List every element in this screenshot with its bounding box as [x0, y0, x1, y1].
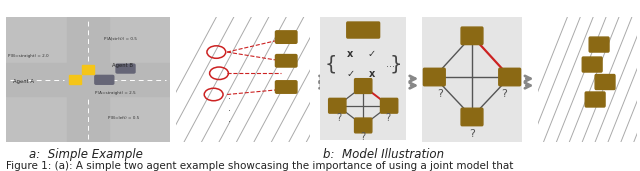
Bar [6, 63, 170, 96]
Bar [109, 96, 170, 142]
FancyBboxPatch shape [499, 68, 520, 86]
Text: P(A=straight) = 2.5: P(A=straight) = 2.5 [95, 91, 135, 95]
Text: ?: ? [360, 131, 366, 142]
FancyBboxPatch shape [461, 27, 483, 45]
FancyBboxPatch shape [347, 22, 380, 38]
Text: {: { [324, 54, 337, 73]
Text: ?: ? [437, 89, 443, 100]
Bar [6, 17, 67, 63]
Text: }: } [390, 54, 403, 73]
Text: ✓: ✓ [346, 69, 355, 79]
Text: x: x [347, 49, 353, 59]
FancyBboxPatch shape [585, 92, 605, 107]
Text: ...: ... [387, 59, 396, 69]
FancyBboxPatch shape [461, 108, 483, 126]
Text: ?: ? [469, 129, 475, 139]
Text: Figure 1: (a): A simple two agent example showcasing the importance of using a j: Figure 1: (a): A simple two agent exampl… [6, 161, 514, 171]
Text: ✓: ✓ [368, 49, 376, 59]
FancyBboxPatch shape [275, 55, 297, 67]
Text: a:  Simple Example: a: Simple Example [29, 148, 143, 161]
FancyBboxPatch shape [582, 57, 602, 72]
FancyBboxPatch shape [319, 15, 407, 143]
Text: P(A|str(t)) = 0.5: P(A|str(t)) = 0.5 [104, 37, 137, 41]
FancyBboxPatch shape [355, 79, 372, 93]
FancyBboxPatch shape [424, 68, 445, 86]
FancyBboxPatch shape [420, 15, 524, 144]
Text: P(B=straight) = 2.0: P(B=straight) = 2.0 [8, 54, 49, 58]
FancyBboxPatch shape [95, 75, 114, 84]
FancyBboxPatch shape [595, 75, 615, 89]
Text: ?: ? [501, 89, 507, 100]
Text: ?: ? [337, 113, 342, 123]
Bar [67, 17, 109, 142]
FancyBboxPatch shape [116, 64, 135, 73]
Text: b:  Model Illustration: b: Model Illustration [323, 148, 445, 161]
FancyBboxPatch shape [275, 81, 297, 93]
Text: Agent A: Agent A [13, 79, 34, 84]
FancyBboxPatch shape [329, 98, 346, 113]
FancyBboxPatch shape [355, 118, 372, 133]
Text: ?: ? [385, 113, 390, 123]
FancyBboxPatch shape [380, 98, 398, 113]
FancyBboxPatch shape [589, 37, 609, 52]
Bar [109, 17, 170, 63]
Bar [6, 96, 67, 142]
Text: Agent B: Agent B [113, 63, 134, 68]
Text: ·
·
·: · · · [228, 94, 231, 127]
Text: P(B=left) = 0.5: P(B=left) = 0.5 [108, 116, 139, 120]
Text: x: x [369, 69, 375, 79]
FancyBboxPatch shape [275, 31, 297, 43]
